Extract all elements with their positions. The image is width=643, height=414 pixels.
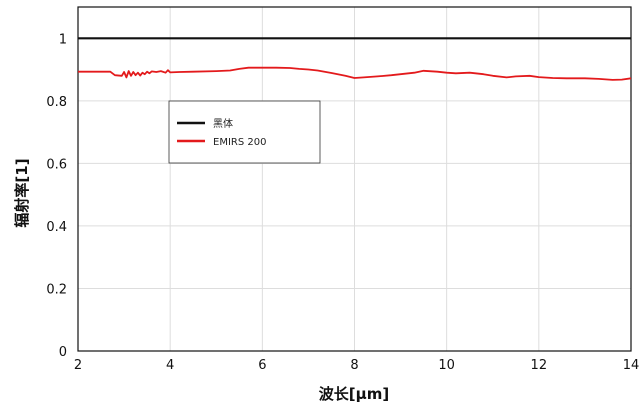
x-tick-label: 14 <box>623 358 640 373</box>
y-tick-label: 0 <box>59 345 67 360</box>
legend-label-emirs200: EMIRS 200 <box>213 137 266 148</box>
x-tick-label: 6 <box>258 358 266 373</box>
series-line-emirs200 <box>78 66 632 81</box>
y-tick-label: 0.4 <box>46 220 67 235</box>
x-tick-label: 2 <box>74 358 82 373</box>
x-tick-label: 8 <box>350 358 358 373</box>
x-tick-label: 12 <box>531 358 548 373</box>
x-tick-label: 4 <box>166 358 174 373</box>
y-tick-label: 0.6 <box>46 157 67 172</box>
legend: 黑体 EMIRS 200 <box>168 100 321 164</box>
legend-label-blackbody: 黑体 <box>213 118 233 130</box>
plot-area-frame <box>77 6 632 352</box>
y-axis-title: 辐射率[1] <box>13 158 31 227</box>
series-group <box>78 37 632 81</box>
x-tick-label: 10 <box>438 358 455 373</box>
y-tick-label: 1 <box>59 32 67 47</box>
x-axis-title: 波长[μm] <box>319 385 389 403</box>
legend-box <box>168 100 321 164</box>
tick-labels: 2 4 6 8 10 12 14 0 0.2 0.4 0.6 0.8 1 <box>46 32 639 373</box>
y-tick-label: 0.8 <box>46 95 67 110</box>
y-tick-label: 0.2 <box>46 282 67 297</box>
